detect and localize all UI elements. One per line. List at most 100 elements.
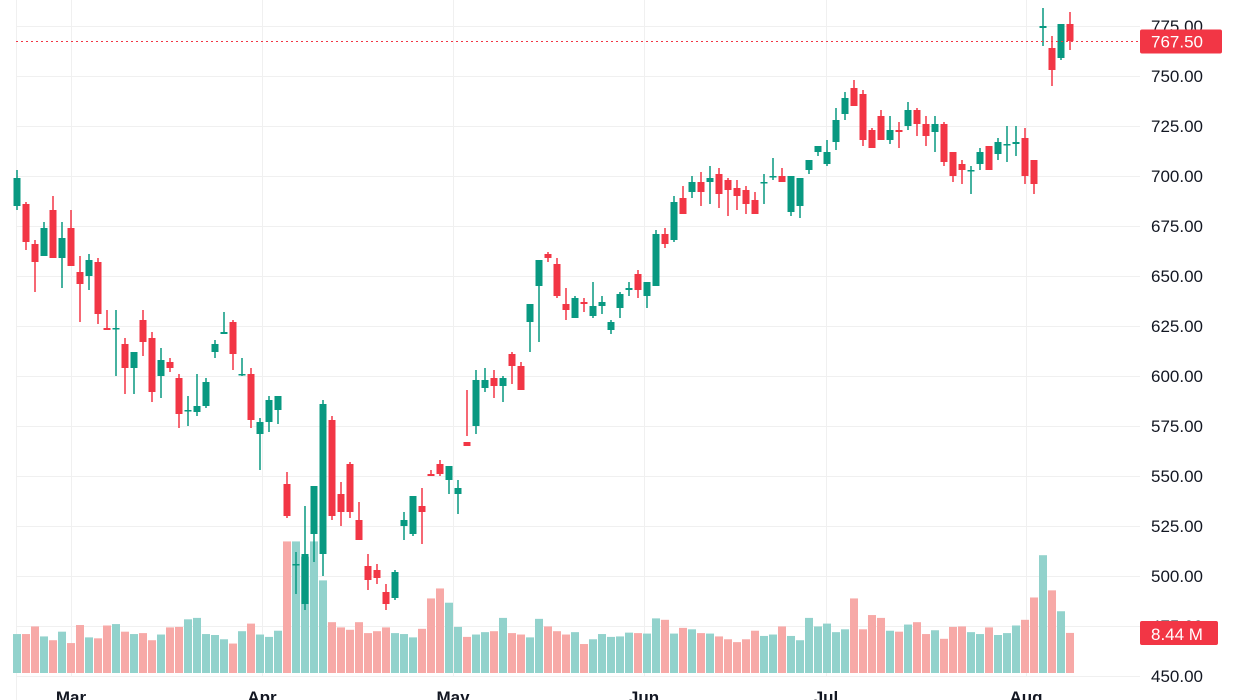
time-tick-label: May	[436, 688, 470, 700]
time-tick-label: Mar	[56, 688, 87, 700]
volume-bar	[778, 626, 786, 673]
volume-bar	[175, 626, 183, 673]
volume-bar	[877, 617, 885, 673]
volume-bar	[580, 644, 588, 673]
volume-bar	[130, 634, 138, 673]
volume-bar	[922, 634, 930, 673]
candle	[274, 396, 282, 424]
volume-bar	[1012, 625, 1020, 673]
volume-bar	[94, 638, 102, 673]
volume-bar	[463, 636, 471, 673]
volume-bar	[526, 637, 534, 673]
volume-bar	[742, 639, 750, 673]
candle	[922, 116, 930, 146]
time-tick-label: Aug	[1009, 688, 1042, 700]
volume-bar	[157, 634, 165, 673]
candle	[220, 312, 228, 334]
volume-bar	[310, 541, 318, 673]
candle	[427, 470, 435, 476]
volume-bar	[886, 630, 894, 673]
volume-bar	[913, 622, 921, 673]
candle	[508, 352, 516, 384]
price-tick-label: 600.00	[1151, 367, 1203, 386]
volume-bar	[985, 627, 993, 673]
candle	[832, 108, 840, 150]
candle	[409, 496, 417, 536]
candle	[373, 564, 381, 584]
candle	[877, 110, 885, 140]
price-tick-label: 650.00	[1151, 267, 1203, 286]
candle	[85, 254, 93, 290]
volume-bar	[400, 634, 408, 673]
candle	[364, 554, 372, 590]
volume-bar	[103, 625, 111, 673]
candle	[499, 376, 507, 402]
candle	[625, 282, 633, 296]
candle	[949, 152, 957, 182]
volume-bar	[211, 635, 219, 673]
candle	[40, 222, 48, 256]
candle	[391, 570, 399, 600]
candle	[841, 92, 849, 120]
volume-bar	[706, 633, 714, 673]
candle	[661, 228, 669, 248]
price-tick-label: 500.00	[1151, 567, 1203, 586]
price-tick-label: 700.00	[1151, 167, 1203, 186]
candle	[148, 332, 156, 402]
candle	[337, 482, 345, 526]
price-tick-label: 550.00	[1151, 467, 1203, 486]
time-tick-label: Jul	[814, 688, 839, 700]
volume-bar	[346, 629, 354, 673]
volume-bar	[841, 629, 849, 673]
candle	[697, 172, 705, 206]
candle	[985, 146, 993, 170]
last-price-badge: 767.50	[1140, 29, 1222, 54]
candle	[472, 370, 480, 434]
candle	[940, 122, 948, 166]
candle	[1021, 128, 1029, 184]
candle	[463, 390, 471, 446]
volume-bar	[247, 623, 255, 673]
volume-bar	[121, 631, 129, 673]
volume-bar	[22, 634, 30, 673]
candle	[319, 400, 327, 576]
volume-bar	[274, 630, 282, 673]
candle	[814, 146, 822, 156]
volume-bar	[796, 640, 804, 673]
volume-bar	[76, 625, 84, 673]
candle	[670, 196, 678, 242]
candle	[1048, 36, 1056, 86]
candle	[652, 230, 660, 286]
candle	[544, 252, 552, 262]
volume-bar	[652, 618, 660, 673]
candle	[346, 462, 354, 518]
volume-bar	[544, 626, 552, 673]
volume-bar	[670, 633, 678, 673]
volume-bar	[319, 580, 327, 673]
candle	[994, 138, 1002, 160]
volume-bar	[625, 632, 633, 673]
volume-bar	[1021, 619, 1029, 673]
candle	[22, 202, 30, 250]
volume-bar	[292, 541, 300, 673]
volume-bar	[715, 636, 723, 673]
candle	[715, 168, 723, 208]
volume-bar	[724, 639, 732, 673]
chart-grid	[16, 0, 1140, 700]
volume-bar	[454, 626, 462, 673]
volume-bar	[67, 643, 75, 673]
candle	[805, 160, 813, 174]
volume-bar	[859, 629, 867, 673]
volume-bar	[895, 631, 903, 673]
price-tick-label: 575.00	[1151, 417, 1203, 436]
price-tick-label: 525.00	[1151, 517, 1203, 536]
volume-bar	[688, 629, 696, 673]
candle	[778, 168, 786, 182]
candle	[850, 80, 858, 106]
price-axis[interactable]	[1140, 0, 1245, 700]
candle	[103, 310, 111, 330]
volume-bar	[553, 631, 561, 673]
candle	[571, 296, 579, 318]
volume-bar	[616, 636, 624, 673]
